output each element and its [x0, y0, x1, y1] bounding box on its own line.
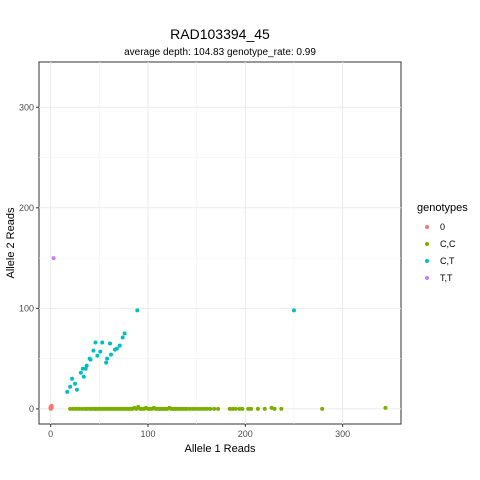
data-point: [73, 406, 78, 411]
data-point: [88, 357, 93, 362]
data-point: [78, 370, 83, 375]
data-point: [108, 341, 113, 346]
data-point: [114, 346, 119, 351]
legend-item: 0: [425, 222, 445, 232]
legend-title: genotypes: [417, 202, 468, 214]
y-tick-label: 100: [19, 303, 34, 313]
series-tt: [51, 256, 56, 261]
x-tick-label: 0: [48, 429, 53, 439]
data-point: [117, 343, 122, 348]
chart-title: RAD103394_45: [170, 26, 270, 42]
x-tick-label: 100: [140, 429, 155, 439]
data-point: [135, 308, 140, 313]
series-0: [48, 403, 54, 411]
data-point: [202, 406, 207, 411]
data-point: [320, 406, 325, 411]
data-point: [383, 405, 388, 410]
data-point: [98, 349, 103, 354]
y-tick-label: 300: [19, 102, 34, 112]
data-point: [187, 406, 192, 411]
data-point: [65, 389, 70, 394]
legend-item: C,T: [425, 256, 455, 266]
data-point: [73, 381, 78, 386]
data-point: [193, 406, 198, 411]
data-point: [184, 406, 189, 411]
data-point: [70, 376, 75, 381]
data-point: [196, 406, 201, 411]
series-cc: [68, 404, 388, 411]
data-point: [104, 360, 109, 365]
data-point: [272, 406, 277, 411]
legend-item: T,T: [425, 273, 453, 283]
data-point: [76, 406, 81, 411]
chart-subtitle: average depth: 104.83 genotype_rate: 0.9…: [124, 47, 316, 58]
data-point: [212, 406, 217, 411]
data-point: [93, 340, 98, 345]
data-point: [74, 387, 79, 392]
data-point: [120, 335, 125, 340]
data-point: [279, 406, 284, 411]
y-axis-title: Allele 2 Reads: [5, 207, 17, 278]
legend-key: [425, 276, 429, 280]
legend-label: 0: [440, 222, 445, 232]
data-point: [48, 405, 53, 410]
legend-key: [425, 225, 429, 229]
data-point: [105, 356, 110, 361]
data-point: [208, 406, 213, 411]
data-point: [79, 406, 84, 411]
data-point: [68, 384, 73, 389]
data-point: [230, 406, 235, 411]
plot-panel: [38, 61, 402, 425]
data-point: [95, 353, 100, 358]
data-point: [216, 406, 221, 411]
y-tick-label: 0: [29, 404, 34, 414]
x-tick-label: 300: [335, 429, 350, 439]
data-point: [68, 406, 73, 411]
data-point: [190, 406, 195, 411]
x-tick-label: 200: [238, 429, 253, 439]
data-point: [227, 406, 232, 411]
data-point: [91, 348, 96, 353]
data-point: [122, 331, 127, 336]
legend-key: [425, 259, 429, 263]
data-point: [84, 406, 89, 411]
legend-label: C,T: [440, 256, 455, 266]
legend-key: [425, 242, 429, 246]
data-point: [205, 406, 210, 411]
data-point: [51, 256, 56, 261]
series-ct: [65, 308, 296, 394]
data-point: [246, 406, 251, 411]
data-point: [262, 406, 267, 411]
data-point: [237, 406, 242, 411]
data-point: [199, 406, 204, 411]
data-point: [249, 406, 254, 411]
legend-item: C,C: [425, 239, 456, 249]
legend-label: C,C: [440, 239, 456, 249]
data-points: [48, 256, 388, 411]
data-point: [84, 363, 89, 368]
data-point: [100, 340, 105, 345]
axis-ticks: 0 100 200 300 0 100 200 300: [19, 102, 350, 439]
data-point: [240, 406, 245, 411]
data-point: [291, 308, 296, 313]
x-axis-title: Allele 1 Reads: [185, 443, 256, 455]
legend: 0 C,C C,T T,T: [425, 222, 456, 283]
data-point: [71, 406, 76, 411]
data-point: [255, 406, 260, 411]
data-point: [233, 406, 238, 411]
data-point: [83, 366, 88, 371]
legend-label: T,T: [440, 273, 453, 283]
y-tick-label: 200: [19, 203, 34, 213]
data-point: [81, 374, 86, 379]
data-point: [80, 366, 85, 371]
data-point: [109, 352, 114, 357]
